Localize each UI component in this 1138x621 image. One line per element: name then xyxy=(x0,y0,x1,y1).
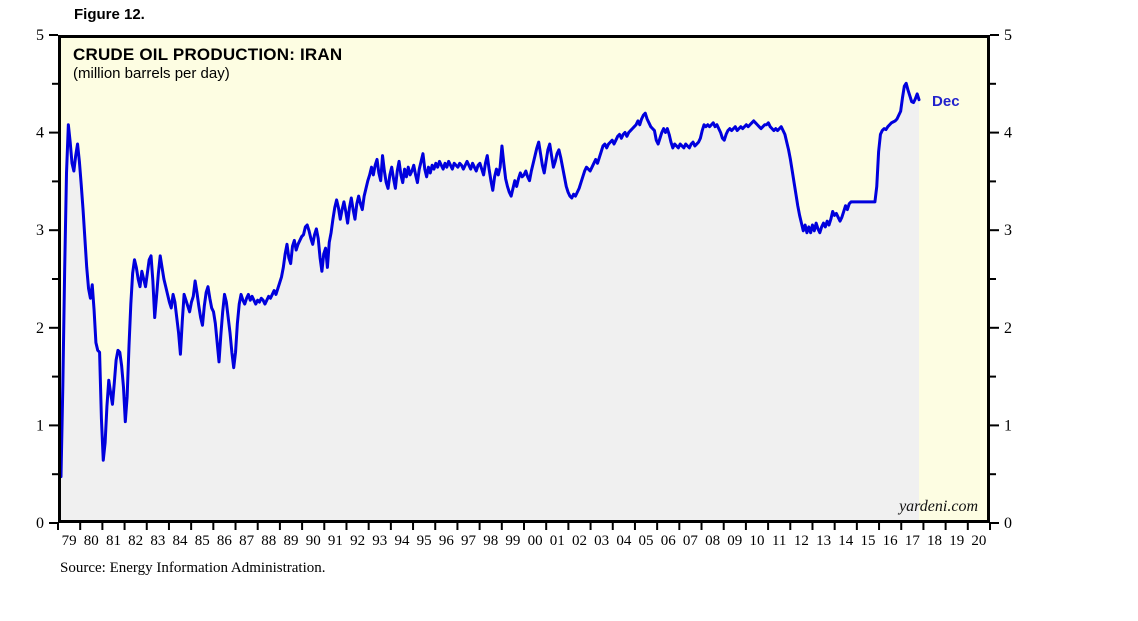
source-note: Source: Energy Information Administratio… xyxy=(60,560,326,576)
x-tick-label: 98 xyxy=(483,533,498,549)
x-tick-label: 08 xyxy=(705,533,720,549)
x-tick-label: 09 xyxy=(727,533,742,549)
x-tick-label: 93 xyxy=(372,533,387,549)
chart-title-block: CRUDE OIL PRODUCTION: IRAN (million barr… xyxy=(73,44,342,84)
y-tick-label-left: 4 xyxy=(36,125,44,142)
y-tick-label-right: 5 xyxy=(1004,27,1012,44)
last-point-label: Dec xyxy=(932,92,960,110)
x-tick-label: 12 xyxy=(794,533,809,549)
x-tick-label: 19 xyxy=(949,533,964,549)
x-tick-label: 07 xyxy=(683,533,699,549)
x-tick-label: 05 xyxy=(639,533,654,549)
y-tick-label-left: 0 xyxy=(36,515,44,532)
y-tick-label-right: 3 xyxy=(1004,222,1012,239)
x-tick-label: 20 xyxy=(971,533,986,549)
area-fill xyxy=(61,83,920,520)
x-tick-label: 13 xyxy=(816,533,831,549)
x-tick-label: 16 xyxy=(883,533,899,549)
x-tick-label: 10 xyxy=(750,533,765,549)
x-tick-label: 92 xyxy=(350,533,365,549)
x-tick-label: 02 xyxy=(572,533,587,549)
x-tick-label: 14 xyxy=(838,533,854,549)
x-tick-label: 15 xyxy=(860,533,875,549)
x-tick-label: 84 xyxy=(173,533,189,549)
x-tick-label: 11 xyxy=(772,533,786,549)
x-tick-label: 97 xyxy=(461,533,477,549)
x-tick-label: 87 xyxy=(239,533,255,549)
production-series-line xyxy=(61,81,921,479)
x-tick-label: 01 xyxy=(550,533,565,549)
y-tick-label-left: 1 xyxy=(36,417,44,434)
x-tick-label: 94 xyxy=(394,533,410,549)
chart-frame: CRUDE OIL PRODUCTION: IRAN (million barr… xyxy=(58,35,990,523)
x-tick-label: 06 xyxy=(661,533,677,549)
x-tick-label: 86 xyxy=(217,533,233,549)
chart-subtitle: (million barrels per day) xyxy=(73,65,230,83)
x-tick-label: 82 xyxy=(128,533,143,549)
x-tick-label: 79 xyxy=(62,533,77,549)
x-tick-label: 80 xyxy=(84,533,99,549)
y-tick-label-right: 0 xyxy=(1004,515,1012,532)
y-tick-label-right: 1 xyxy=(1004,417,1012,434)
y-tick-label-left: 2 xyxy=(36,320,44,337)
x-tick-label: 95 xyxy=(417,533,432,549)
x-tick-label: 96 xyxy=(439,533,455,549)
y-tick-label-right: 4 xyxy=(1004,125,1012,142)
y-tick-label-right: 2 xyxy=(1004,320,1012,337)
y-tick-label-left: 5 xyxy=(36,27,44,44)
yardeni-watermark: yardeni.com xyxy=(899,498,978,515)
y-tick-label-left: 3 xyxy=(36,222,44,239)
production-line-chart xyxy=(61,81,921,520)
x-tick-label: 88 xyxy=(261,533,276,549)
chart-title: CRUDE OIL PRODUCTION: IRAN xyxy=(73,45,343,64)
x-tick-label: 18 xyxy=(927,533,942,549)
x-tick-label: 99 xyxy=(505,533,520,549)
x-tick-label: 81 xyxy=(106,533,121,549)
x-tick-label: 90 xyxy=(306,533,321,549)
x-tick-label: 91 xyxy=(328,533,343,549)
x-tick-label: 17 xyxy=(905,533,921,549)
x-tick-label: 00 xyxy=(528,533,543,549)
figure-number-label: Figure 12. xyxy=(74,6,145,23)
x-tick-label: 89 xyxy=(284,533,299,549)
x-tick-label: 85 xyxy=(195,533,210,549)
x-tick-label: 03 xyxy=(594,533,609,549)
x-tick-label: 83 xyxy=(150,533,165,549)
x-tick-label: 04 xyxy=(616,533,632,549)
